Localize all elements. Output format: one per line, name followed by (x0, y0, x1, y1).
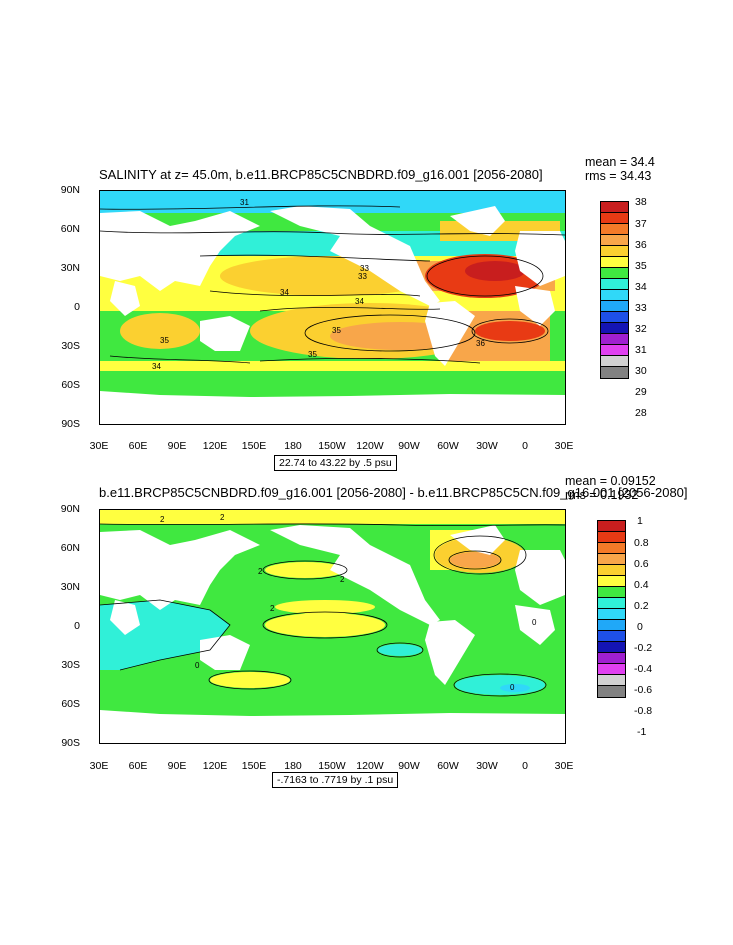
lon-label: 120W (356, 440, 384, 452)
contour-label: 31 (240, 198, 249, 207)
colorbar-label: 35 (635, 260, 647, 272)
lon-label: 0 (522, 440, 528, 452)
lat-label: 30N (60, 262, 80, 274)
lon-label: 30E (554, 760, 574, 772)
colorbar-label: 1 (637, 515, 643, 527)
colorbar-label: 33 (635, 302, 647, 314)
colorbar-swatch (597, 685, 626, 698)
lat-label: 60N (60, 223, 80, 235)
lon-label: 150E (241, 440, 267, 452)
colorbar-label: 36 (635, 239, 647, 251)
contour-label: 0 (532, 618, 537, 627)
colorbar-label: 32 (635, 323, 647, 335)
colorbar-label: 29 (635, 386, 647, 398)
colorbar-label: -0.4 (634, 663, 653, 675)
contour-label: 33 (358, 272, 367, 281)
contour-label: 2 (340, 575, 345, 584)
difference-rms: rms = 0.1932 (565, 488, 639, 502)
salinity-mean: mean = 34.4 (585, 155, 655, 169)
lat-label: 60S (61, 698, 80, 710)
lat-label: 0 (74, 620, 80, 632)
lat-label: 60S (61, 379, 80, 391)
lon-label: 150W (318, 760, 346, 772)
contour-label: 2 (270, 604, 275, 613)
lon-label: 60W (437, 440, 459, 452)
salinity-rms: rms = 34.43 (585, 169, 652, 183)
lat-label: 90S (61, 418, 80, 430)
colorbar-label: 0.6 (634, 558, 649, 570)
difference-map-graphic: 2 2 2 2 2 0 0 0 (100, 510, 565, 743)
lon-label: 90W (398, 440, 420, 452)
contour-info: 22.74 to 43.22 by .5 psu (274, 455, 397, 471)
salinity-plot-title: SALINITY at z= 45.0m, b.e11.BRCP85C5CNBD… (99, 167, 543, 182)
lon-label: 0 (522, 760, 528, 772)
colorbar-label: 34 (635, 281, 647, 293)
lon-label: 30E (89, 760, 109, 772)
colorbar-label: 0.2 (634, 600, 649, 612)
lon-label: 30E (554, 440, 574, 452)
lon-label: 120W (356, 760, 384, 772)
lon-label: 150E (241, 760, 267, 772)
colorbar-label: -0.8 (634, 705, 653, 717)
lon-label: 90E (167, 760, 187, 772)
colorbar-label: 38 (635, 196, 647, 208)
colorbar-label: 37 (635, 218, 647, 230)
lon-label: 150W (318, 440, 346, 452)
contour-label: 35 (308, 350, 317, 359)
lon-label: 60E (128, 760, 148, 772)
colorbar-label: 0.8 (634, 537, 649, 549)
contour-label: 34 (280, 288, 289, 297)
colorbar-swatch (600, 366, 629, 379)
colorbar-label: 0 (637, 621, 643, 633)
lat-label: 90S (61, 737, 80, 749)
lat-label: 0 (74, 301, 80, 313)
lon-label: 30E (89, 440, 109, 452)
lat-label: 30S (61, 659, 80, 671)
salinity-map: 31 33 33 34 34 34 35 35 35 36 (99, 190, 566, 425)
lon-label: 60W (437, 760, 459, 772)
difference-plot-title: b.e11.BRCP85C5CNBDRD.f09_g16.001 [2056-2… (99, 485, 688, 500)
contour-label: 34 (355, 297, 364, 306)
colorbar-label: 0.4 (634, 579, 649, 591)
contour-label: 35 (332, 326, 341, 335)
difference-map: 2 2 2 2 2 0 0 0 (99, 509, 566, 744)
contour-label: 33 (360, 264, 369, 273)
lon-label: 30W (476, 440, 498, 452)
lat-label: 30N (60, 581, 80, 593)
lon-label: 180 (284, 760, 302, 772)
contour-label: 2 (220, 513, 225, 522)
colorbar-label: -0.6 (634, 684, 653, 696)
lat-label: 30S (61, 340, 80, 352)
difference-mean: mean = 0.09152 (565, 474, 656, 488)
lon-label: 90E (167, 440, 187, 452)
lat-label: 90N (60, 503, 80, 515)
contour-label: 2 (160, 515, 165, 524)
colorbar-label: 28 (635, 407, 647, 419)
colorbar-label: -1 (637, 726, 647, 738)
contour-label: 2 (258, 567, 263, 576)
lon-label: 180 (284, 440, 302, 452)
lon-label: 120E (202, 440, 228, 452)
contour-info: -.7163 to .7719 by .1 psu (272, 772, 399, 788)
lat-label: 60N (60, 542, 80, 554)
contour-label: 34 (152, 362, 161, 371)
contour-label: 35 (160, 336, 169, 345)
salinity-map-graphic: 31 33 33 34 34 34 35 35 35 36 (100, 191, 565, 424)
lon-label: 30W (476, 760, 498, 772)
colorbar-label: -0.2 (634, 642, 653, 654)
contour-label: 0 (195, 661, 200, 670)
contour-label: 0 (510, 683, 515, 692)
colorbar-label: 31 (635, 344, 647, 356)
lon-label: 120E (202, 760, 228, 772)
lat-label: 90N (60, 184, 80, 196)
lon-label: 60E (128, 440, 148, 452)
lon-label: 90W (398, 760, 420, 772)
contour-label: 36 (476, 339, 485, 348)
colorbar-label: 30 (635, 365, 647, 377)
